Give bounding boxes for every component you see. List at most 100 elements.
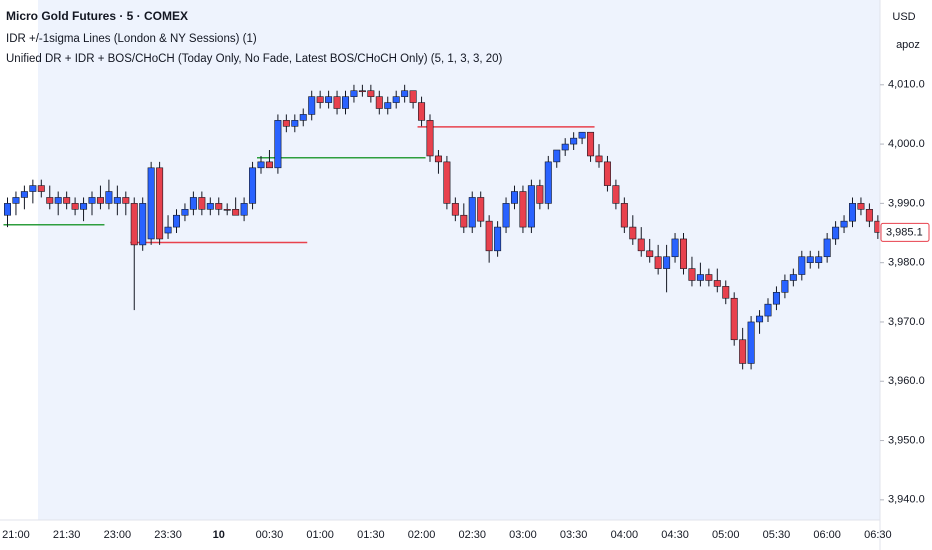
candle-body: [384, 102, 392, 109]
x-tick-label: 23:30: [154, 529, 182, 541]
candle-body: [418, 102, 426, 121]
candle-body: [12, 197, 20, 204]
candle-body: [54, 197, 62, 204]
candle-body: [240, 203, 248, 216]
candle-body: [553, 149, 561, 163]
candle-body: [130, 203, 138, 246]
x-tick-label: 06:00: [813, 529, 841, 541]
x-tick-label: 10: [213, 529, 225, 541]
candle-body: [510, 191, 518, 204]
x-tick-label: 05:00: [712, 529, 740, 541]
x-tick-label: 21:00: [2, 529, 30, 541]
candle-body: [358, 90, 366, 93]
candle-body: [164, 226, 172, 234]
candle-body: [291, 120, 299, 127]
candle-body: [299, 114, 307, 121]
candle-body: [434, 155, 442, 163]
candle-body: [325, 96, 333, 103]
candle-body: [206, 203, 214, 210]
chart-title: Micro Gold Futures · 5 · COMEX: [6, 9, 188, 23]
candle-body: [460, 214, 468, 228]
x-tick-label: 23:00: [104, 529, 132, 541]
x-tick-label: 03:00: [509, 529, 537, 541]
candle-body: [840, 220, 848, 228]
candle-body: [485, 220, 493, 252]
x-tick-label: 03:30: [560, 529, 588, 541]
candle-body: [265, 161, 273, 169]
candle-body: [612, 185, 620, 204]
x-tick-label: 02:00: [408, 529, 436, 541]
x-tick-label: 04:00: [611, 529, 639, 541]
candle-body: [730, 297, 738, 341]
y-tick-label: 4,010.0: [888, 79, 925, 91]
candle-body: [401, 90, 409, 97]
candle-body: [46, 197, 54, 204]
x-tick-label: 02:30: [458, 529, 486, 541]
candle-body: [823, 238, 831, 258]
currency-label[interactable]: USD: [892, 11, 915, 23]
candle-body: [772, 292, 780, 305]
candle-body: [409, 90, 417, 103]
candle-body: [4, 203, 12, 216]
candle-body: [71, 203, 79, 210]
candle-body: [688, 268, 696, 281]
candle-body: [756, 315, 764, 323]
candle-body: [443, 161, 451, 204]
candle-body: [637, 238, 645, 252]
x-tick-label: 01:00: [306, 529, 334, 541]
candle-body: [544, 161, 552, 204]
candle-body: [96, 197, 104, 204]
candle-body: [232, 209, 240, 216]
candle-body: [679, 238, 687, 269]
x-tick-label: 06:30: [864, 529, 892, 541]
candle-body: [147, 167, 155, 240]
candle-body: [578, 131, 586, 139]
indicator-label: Unified DR + IDR + BOS/CHoCH (Today Only…: [6, 53, 503, 65]
candle-body: [739, 339, 747, 364]
candle-body: [527, 185, 535, 228]
candle-body: [257, 161, 265, 169]
candle-body: [654, 256, 662, 269]
indicator-label: IDR +/-1sigma Lines (London & NY Session…: [6, 33, 257, 45]
plot-area: [3, 84, 882, 370]
candle-body: [189, 197, 197, 210]
candle-body: [274, 120, 282, 169]
candle-body: [603, 161, 611, 186]
candle-body: [63, 197, 71, 204]
candle-body: [629, 226, 637, 240]
candle-body: [832, 226, 840, 240]
candle-body: [857, 203, 865, 210]
last-price-tag: [880, 222, 930, 242]
x-tick-label: 01:30: [357, 529, 385, 541]
y-tick-label: 3,960.0: [888, 375, 925, 387]
candle-body: [198, 197, 206, 210]
candle-body: [105, 191, 113, 204]
candle-body: [223, 209, 231, 211]
candle-body: [341, 96, 349, 109]
candle-body: [316, 96, 324, 103]
candle-body: [865, 209, 873, 222]
candle-body: [88, 197, 96, 204]
candle-body: [367, 90, 375, 97]
candle-body: [477, 197, 485, 222]
candle-body: [798, 256, 806, 275]
candle-body: [587, 131, 595, 157]
candle-body: [37, 185, 45, 192]
candle-body: [29, 185, 37, 192]
candle-body: [595, 155, 603, 163]
candle-body: [80, 203, 88, 210]
scale-label[interactable]: apoz: [896, 39, 920, 51]
candle-body: [764, 303, 772, 317]
candle-body: [671, 238, 679, 258]
candle-body: [173, 214, 181, 228]
y-tick-label: 3,970.0: [888, 316, 925, 328]
x-tick-label: 04:30: [661, 529, 689, 541]
candle-body: [570, 137, 578, 145]
last-price-label: 3,985.1: [886, 226, 923, 238]
y-tick-label: 4,000.0: [888, 138, 925, 150]
candle-body: [747, 321, 755, 364]
candle-body: [156, 167, 164, 240]
candle-body: [519, 191, 527, 228]
candle-body: [713, 280, 721, 287]
